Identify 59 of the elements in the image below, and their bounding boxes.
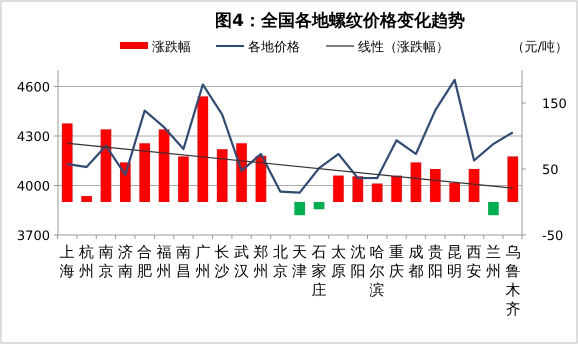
bar	[178, 156, 189, 202]
bar	[197, 96, 208, 202]
y2-tick-label: 50	[542, 163, 559, 178]
x-tick-label: 广州	[195, 243, 210, 280]
bar	[294, 202, 306, 216]
legend-label: 线性（涨跌幅）	[358, 40, 449, 55]
bar	[256, 156, 266, 202]
x-tick-label: 兰州	[486, 243, 501, 280]
y2-tick-label: -50	[542, 229, 564, 244]
bar	[62, 123, 73, 202]
x-tick-label: 乌鲁木齐	[505, 243, 520, 318]
x-tick-label: 贵阳	[428, 243, 443, 280]
x-tick-label: 石家庄	[312, 243, 327, 299]
bar	[391, 176, 402, 202]
y-tick-label: 4000	[16, 180, 50, 194]
x-tick-label: 天津	[292, 243, 308, 280]
x-tick-label: 杭州	[78, 243, 94, 280]
legend-label: 各地价格	[248, 40, 300, 55]
bar	[139, 143, 150, 202]
x-tick-label: 郑州	[253, 243, 268, 280]
x-tick-label: 昆明	[447, 243, 462, 280]
x-tick-label: 哈尔滨	[370, 243, 385, 299]
bar	[158, 129, 170, 202]
x-tick-label: 合肥	[137, 243, 152, 280]
y-tick-label: 3700	[16, 229, 50, 244]
bar	[410, 162, 422, 202]
bar	[488, 202, 499, 216]
bar	[216, 149, 228, 202]
bar	[314, 202, 324, 210]
legend-label: 涨跌幅	[152, 40, 191, 55]
chart-title: 图4：全国各地螺纹价格变化趋势	[215, 11, 465, 31]
bar	[372, 184, 383, 202]
x-tick-label: 南京	[98, 243, 114, 280]
x-tick-label: 西安	[466, 243, 482, 280]
x-tick-label: 重庆	[389, 243, 404, 280]
y2-tick-label: 150	[542, 97, 567, 112]
bar	[81, 196, 92, 202]
x-tick-label: 成都	[408, 243, 424, 280]
bar	[236, 143, 247, 202]
x-tick-label: 上海	[60, 243, 75, 280]
x-tick-label: 济南	[118, 243, 133, 280]
text: （元/吨）	[512, 40, 568, 55]
bar	[333, 176, 344, 202]
x-tick-label: 太原	[330, 243, 346, 280]
y-tick-label: 4300	[16, 130, 50, 145]
bar	[468, 169, 480, 202]
y-tick-label: 4600	[16, 80, 50, 96]
x-tick-label: 武汉	[234, 243, 250, 280]
x-tick-label: 长沙	[214, 243, 230, 280]
bar	[430, 169, 441, 202]
bar	[507, 156, 518, 202]
bar	[352, 176, 364, 202]
x-tick-label: 福州	[156, 243, 172, 280]
x-tick-label: 北京	[272, 243, 288, 280]
line-series	[66, 78, 514, 194]
x-tick-label: 南昌	[176, 243, 191, 280]
bar	[100, 129, 112, 202]
x-tick-label: 沈阳	[350, 243, 366, 280]
bar	[449, 182, 460, 202]
